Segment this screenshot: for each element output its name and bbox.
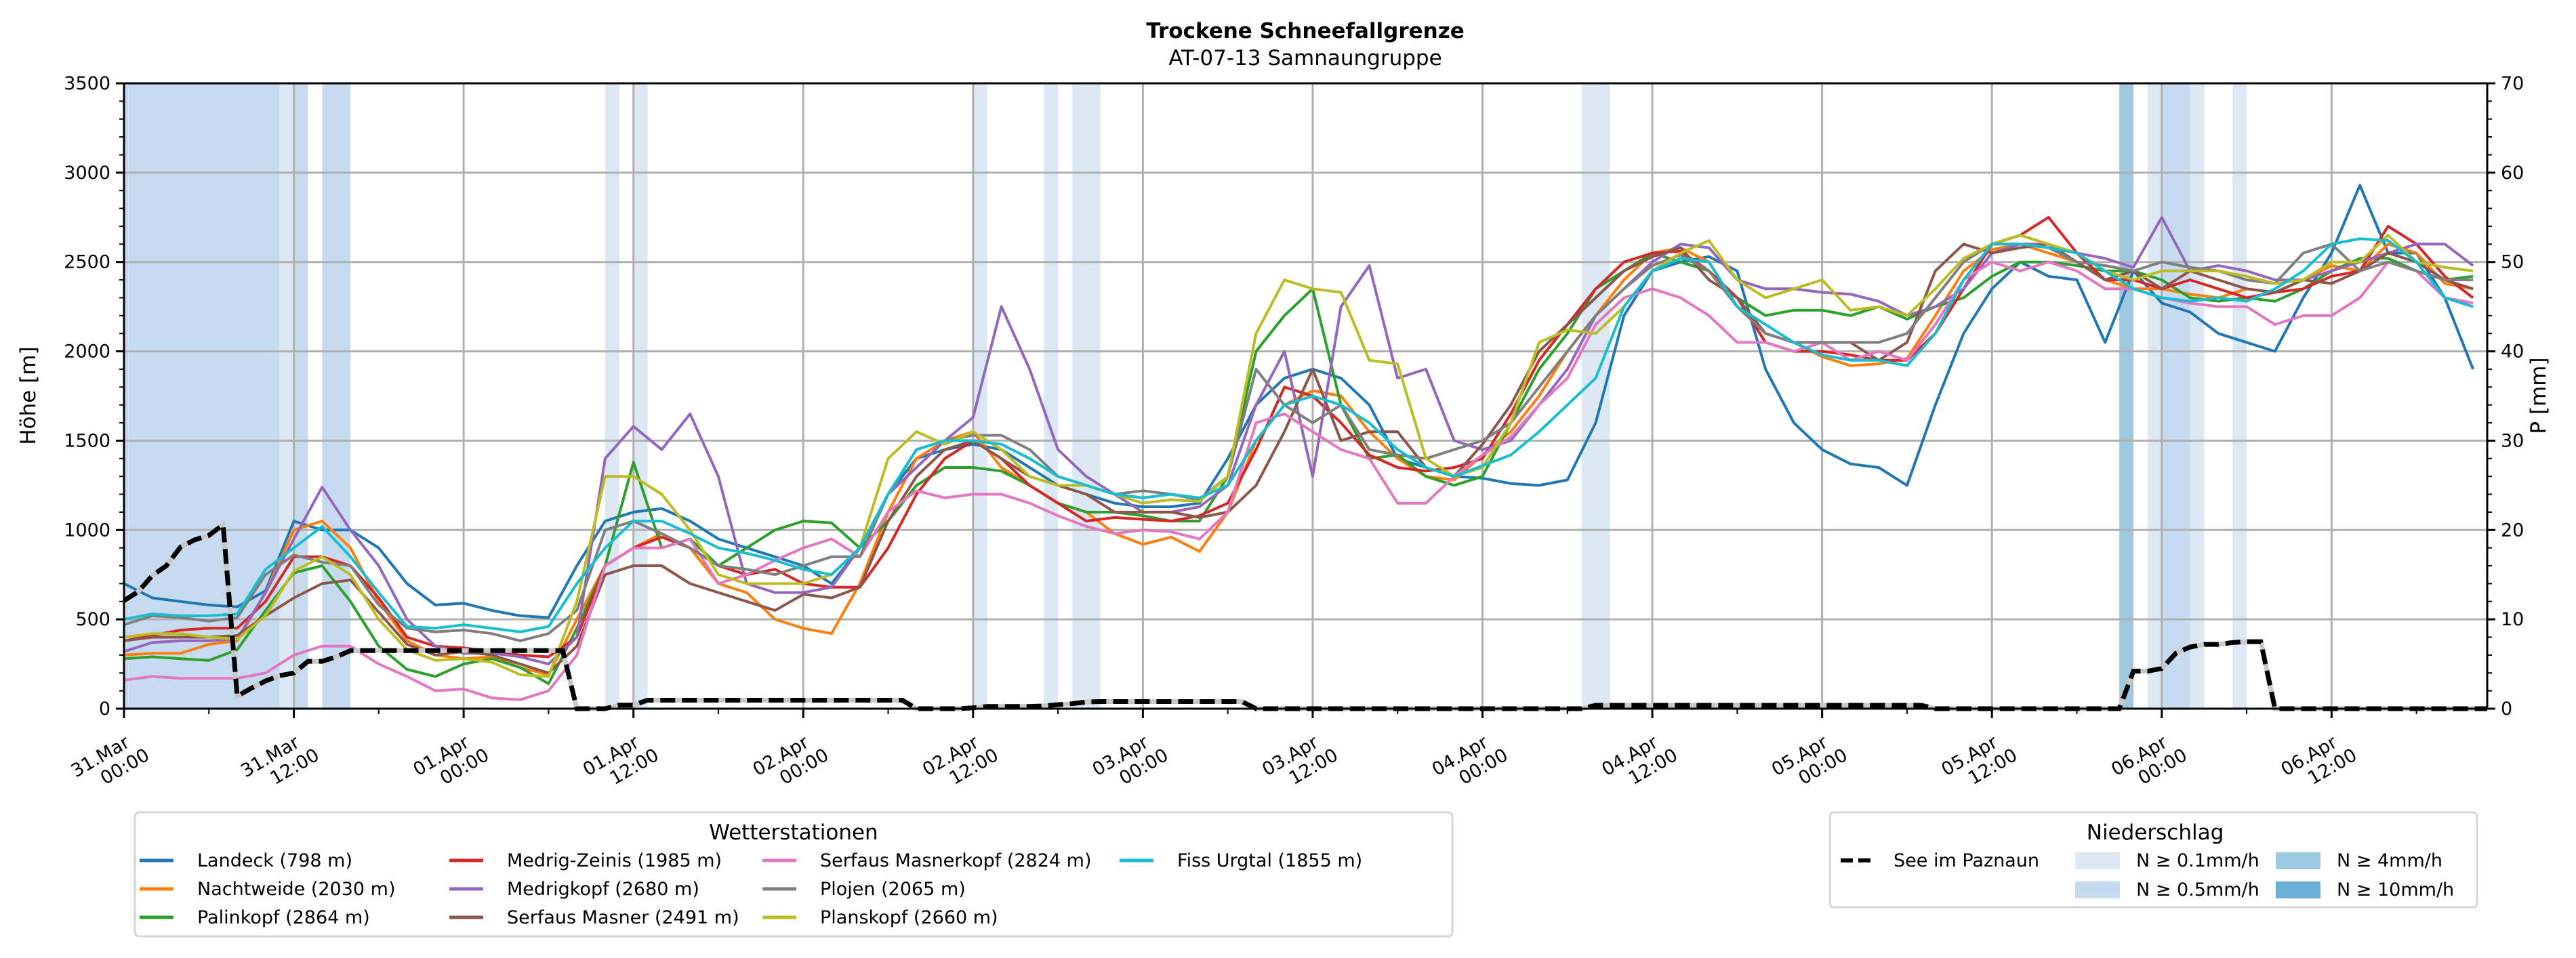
legend-precip-line-label: See im Paznaun: [1894, 850, 2039, 871]
precip-band: [633, 83, 648, 709]
legend-label: Nachtweide (2030 m): [197, 879, 395, 900]
y2-tick-label: 50: [2501, 252, 2524, 273]
y2-axis-label: P [mm]: [2527, 357, 2551, 434]
chart-subtitle: AT-07-13 Samnaungruppe: [1168, 46, 1442, 70]
legend-precip: Niederschlag See im Paznaun N ≥ 0.1mm/h N…: [1828, 811, 2478, 909]
precip-band: [605, 83, 619, 709]
y2-tick-label: 20: [2501, 520, 2524, 541]
y-tick-label: 3500: [64, 73, 110, 94]
series-line-7: [123, 243, 2474, 642]
precip-band: [973, 83, 987, 709]
precip-band: [2190, 83, 2205, 709]
precip-band: [2232, 83, 2247, 709]
y-axis-right: 0 10 20 30 40 50 60 70: [2487, 73, 2524, 720]
legend-band-label: N ≥ 0.5mm/h: [2136, 879, 2260, 900]
legend-label: Fiss Urgtal (1855 m): [1177, 850, 1362, 871]
legend-band-swatch: [2075, 852, 2120, 869]
y-tick-label: 2500: [64, 252, 110, 273]
precip-band: [2119, 83, 2133, 709]
legend-label: Medrig-Zeinis (1985 m): [507, 850, 722, 871]
y2-tick-label: 30: [2501, 430, 2524, 451]
chart-title: Trockene Schneefallgrenze: [1146, 19, 1465, 43]
legend-label: Medrigkopf (2680 m): [507, 879, 699, 900]
y-tick-label: 3000: [64, 163, 110, 184]
y2-tick-label: 40: [2501, 341, 2524, 362]
legend-precip-title: Niederschlag: [2087, 820, 2224, 845]
plot-frame: [123, 82, 2489, 710]
precip-band: [322, 83, 351, 709]
legend-stations-title: Wetterstationen: [709, 820, 878, 845]
legend-band-swatch: [2075, 881, 2120, 898]
y-axis-label: Höhe [m]: [16, 346, 41, 444]
precip-band: [279, 83, 294, 709]
series-line-0: [123, 184, 2474, 619]
precipitation-bands: [124, 83, 2247, 709]
legend-label: Palinkopf (2864 m): [197, 907, 370, 928]
precip-band: [2147, 83, 2162, 709]
precip-band: [1581, 83, 1610, 709]
y-axis-left: 0 500 1000 1500 2000 2500 3000 3500: [64, 73, 124, 720]
y-tick-label: 500: [75, 609, 110, 630]
y-tick-label: 1500: [64, 430, 110, 451]
precip-band: [1071, 83, 1101, 709]
precip-band: [2161, 83, 2190, 709]
y2-tick-label: 10: [2501, 609, 2524, 630]
y-tick-label: 0: [99, 699, 110, 720]
legend-label: Plojen (2065 m): [820, 879, 966, 900]
legend-label: Landeck (798 m): [197, 850, 352, 871]
y2-tick-label: 70: [2501, 73, 2524, 94]
legend-band-label: N ≥ 4mm/h: [2337, 850, 2442, 871]
legend-stations: Wetterstationen Landeck (798 m) Nachtweid…: [134, 811, 1454, 938]
y2-tick-label: 0: [2501, 699, 2512, 720]
series-line-9: [123, 237, 2474, 633]
legend-band-swatch: [2276, 852, 2321, 869]
station-lines: [123, 184, 2474, 701]
legend-band-swatch: [2276, 881, 2321, 898]
legend-label: Serfaus Masner (2491 m): [507, 907, 739, 928]
y2-tick-label: 60: [2501, 163, 2524, 184]
y-tick-label: 1000: [64, 520, 110, 541]
legend-band-label: N ≥ 0.1mm/h: [2136, 850, 2260, 871]
series-line-6: [123, 260, 2474, 701]
legend-stations-frame: [134, 811, 1454, 938]
precip-band: [1044, 83, 1059, 709]
precip-band: [293, 83, 308, 709]
legend-band-label: N ≥ 10mm/h: [2337, 879, 2454, 900]
y-tick-label: 2000: [64, 341, 110, 362]
legend-label: Serfaus Masnerkopf (2824 m): [820, 850, 1091, 871]
legend-label: Planskopf (2660 m): [820, 907, 998, 928]
